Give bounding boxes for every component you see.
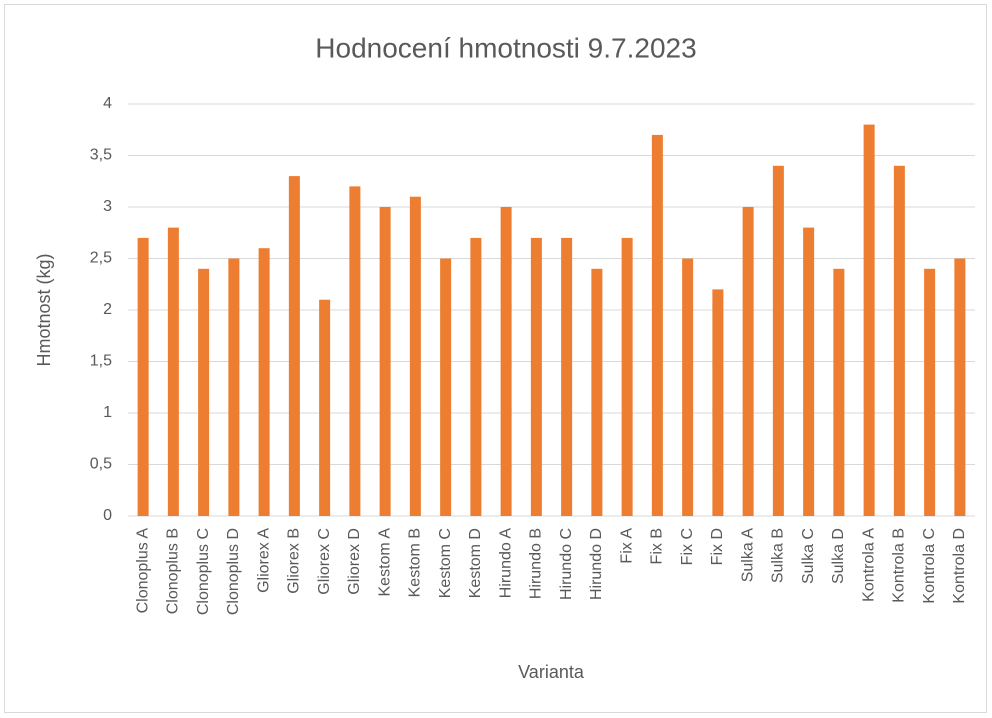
x-tick-label: Gliorex C — [316, 528, 333, 595]
x-tick-label: Kestom C — [437, 528, 454, 598]
x-tick-label: Hirundo C — [558, 528, 575, 600]
y-tick-label: 3,5 — [90, 147, 112, 164]
x-tick-label: Kestom D — [467, 528, 484, 598]
bar — [742, 207, 754, 516]
x-tick-label: Clonoplus D — [225, 528, 242, 615]
x-tick-label: Sulka D — [830, 528, 847, 584]
bar — [561, 237, 573, 516]
y-tick-label: 0 — [103, 507, 112, 524]
x-tick-label: Clonoplus C — [195, 528, 212, 615]
bar — [470, 237, 482, 516]
x-tick-label: Fix A — [618, 528, 635, 564]
bar — [591, 268, 603, 516]
bar — [288, 176, 300, 516]
bar — [500, 207, 512, 516]
bar — [682, 258, 694, 516]
bar — [803, 227, 815, 516]
bar — [167, 227, 179, 516]
x-tick-label: Fix C — [679, 528, 696, 565]
y-tick-label: 2,5 — [90, 250, 112, 267]
y-tick-label: 4 — [103, 95, 112, 112]
y-tick-label: 0,5 — [90, 456, 112, 473]
x-tick-label: Kestom A — [376, 528, 393, 597]
bar — [833, 268, 845, 516]
x-tick-label: Gliorex D — [346, 528, 363, 595]
bar — [621, 237, 633, 516]
bar — [651, 134, 663, 516]
bar — [319, 299, 331, 516]
x-tick-label: Kontrola C — [921, 528, 938, 604]
y-tick-label: 1,5 — [90, 353, 112, 370]
x-tick-label: Kestom B — [407, 528, 424, 597]
bar — [349, 186, 361, 516]
x-tick-label: Sulka A — [739, 528, 756, 583]
x-tick-label: Sulka C — [800, 528, 817, 584]
chart-title: Hodnocení hmotnosti 9.7.2023 — [315, 32, 696, 63]
x-tick-label: Kontrola A — [860, 528, 877, 602]
x-tick-label: Kontrola B — [891, 528, 908, 603]
x-tick-label: Gliorex A — [255, 528, 272, 593]
bar — [863, 124, 875, 516]
bar — [198, 268, 210, 516]
y-axis-label: Hmotnost (kg) — [34, 253, 54, 366]
bar — [379, 207, 391, 516]
y-tick-label: 1 — [103, 404, 112, 421]
x-tick-label: Clonoplus B — [165, 528, 182, 614]
bar — [137, 237, 149, 516]
bar — [409, 196, 421, 516]
x-tick-label: Hirundo B — [528, 528, 545, 599]
y-tick-label: 3 — [103, 198, 112, 215]
bar — [228, 258, 240, 516]
bar — [954, 258, 966, 516]
y-tick-label: 2 — [103, 301, 112, 318]
bar — [893, 165, 905, 517]
x-tick-label: Fix B — [649, 528, 666, 564]
bar — [924, 268, 936, 516]
bar — [772, 165, 784, 517]
bar — [258, 248, 270, 516]
x-tick-label: Kontrola D — [951, 528, 968, 604]
x-tick-label: Gliorex B — [286, 528, 303, 594]
x-tick-label: Hirundo A — [497, 528, 514, 599]
x-tick-label: Sulka B — [770, 528, 787, 583]
x-tick-label: Hirundo D — [588, 528, 605, 600]
bar — [530, 237, 542, 516]
bar — [712, 289, 724, 516]
x-axis-label: Varianta — [518, 662, 585, 682]
bar — [440, 258, 452, 516]
x-tick-label: Clonoplus A — [134, 528, 151, 614]
x-tick-label: Fix D — [709, 528, 726, 565]
